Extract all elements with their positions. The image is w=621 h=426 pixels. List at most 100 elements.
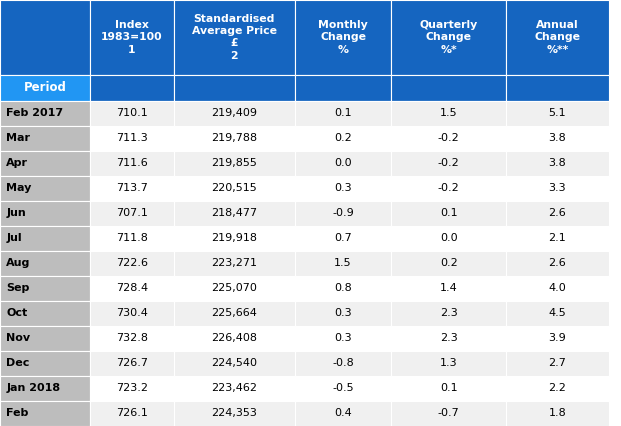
Text: 0.2: 0.2 bbox=[334, 133, 352, 144]
Text: 3.3: 3.3 bbox=[548, 184, 566, 193]
Text: Jun: Jun bbox=[6, 208, 26, 219]
FancyBboxPatch shape bbox=[295, 151, 391, 176]
FancyBboxPatch shape bbox=[506, 201, 609, 226]
FancyBboxPatch shape bbox=[391, 151, 506, 176]
Text: 225,070: 225,070 bbox=[212, 283, 257, 294]
Text: Sep: Sep bbox=[6, 283, 30, 294]
Text: 711.8: 711.8 bbox=[116, 233, 148, 244]
FancyBboxPatch shape bbox=[174, 276, 295, 301]
FancyBboxPatch shape bbox=[391, 351, 506, 376]
Text: 1.8: 1.8 bbox=[548, 409, 566, 418]
Text: 2.7: 2.7 bbox=[548, 359, 566, 368]
FancyBboxPatch shape bbox=[0, 0, 90, 75]
FancyBboxPatch shape bbox=[174, 226, 295, 251]
FancyBboxPatch shape bbox=[391, 101, 506, 126]
FancyBboxPatch shape bbox=[90, 376, 174, 401]
FancyBboxPatch shape bbox=[391, 251, 506, 276]
Text: 4.5: 4.5 bbox=[548, 308, 566, 319]
Text: 726.7: 726.7 bbox=[116, 359, 148, 368]
Text: 0.3: 0.3 bbox=[334, 308, 352, 319]
FancyBboxPatch shape bbox=[174, 101, 295, 126]
Text: Index
1983=100
1: Index 1983=100 1 bbox=[101, 20, 163, 55]
Text: -0.9: -0.9 bbox=[332, 208, 354, 219]
FancyBboxPatch shape bbox=[174, 126, 295, 151]
FancyBboxPatch shape bbox=[295, 401, 391, 426]
Text: Period: Period bbox=[24, 81, 66, 94]
FancyBboxPatch shape bbox=[0, 151, 90, 176]
Text: 2.2: 2.2 bbox=[548, 383, 566, 394]
Text: -0.7: -0.7 bbox=[438, 409, 460, 418]
FancyBboxPatch shape bbox=[0, 401, 90, 426]
Text: May: May bbox=[6, 184, 32, 193]
FancyBboxPatch shape bbox=[295, 301, 391, 326]
Text: -0.2: -0.2 bbox=[438, 133, 460, 144]
Text: -0.2: -0.2 bbox=[438, 184, 460, 193]
FancyBboxPatch shape bbox=[506, 401, 609, 426]
FancyBboxPatch shape bbox=[506, 126, 609, 151]
FancyBboxPatch shape bbox=[90, 326, 174, 351]
FancyBboxPatch shape bbox=[295, 326, 391, 351]
Text: 1.5: 1.5 bbox=[334, 259, 352, 268]
FancyBboxPatch shape bbox=[506, 276, 609, 301]
FancyBboxPatch shape bbox=[506, 151, 609, 176]
Text: 3.9: 3.9 bbox=[548, 334, 566, 343]
FancyBboxPatch shape bbox=[295, 126, 391, 151]
Text: 0.3: 0.3 bbox=[334, 334, 352, 343]
Text: 225,664: 225,664 bbox=[212, 308, 257, 319]
FancyBboxPatch shape bbox=[174, 75, 295, 101]
FancyBboxPatch shape bbox=[391, 0, 506, 75]
FancyBboxPatch shape bbox=[0, 276, 90, 301]
Text: 0.1: 0.1 bbox=[334, 109, 352, 118]
Text: 711.6: 711.6 bbox=[116, 158, 148, 168]
FancyBboxPatch shape bbox=[295, 351, 391, 376]
FancyBboxPatch shape bbox=[90, 0, 174, 75]
FancyBboxPatch shape bbox=[0, 301, 90, 326]
Text: 1.4: 1.4 bbox=[440, 283, 458, 294]
Text: 1.3: 1.3 bbox=[440, 359, 458, 368]
FancyBboxPatch shape bbox=[391, 376, 506, 401]
FancyBboxPatch shape bbox=[295, 276, 391, 301]
FancyBboxPatch shape bbox=[391, 126, 506, 151]
Text: 0.7: 0.7 bbox=[334, 233, 352, 244]
FancyBboxPatch shape bbox=[295, 201, 391, 226]
FancyBboxPatch shape bbox=[174, 351, 295, 376]
Text: 226,408: 226,408 bbox=[211, 334, 258, 343]
Text: 3.8: 3.8 bbox=[548, 158, 566, 168]
Text: -0.8: -0.8 bbox=[332, 359, 354, 368]
Text: 2.1: 2.1 bbox=[548, 233, 566, 244]
Text: Monthly
Change
%: Monthly Change % bbox=[318, 20, 368, 55]
FancyBboxPatch shape bbox=[174, 401, 295, 426]
Text: 2.6: 2.6 bbox=[548, 208, 566, 219]
Text: Annual
Change
%**: Annual Change %** bbox=[534, 20, 581, 55]
Text: 707.1: 707.1 bbox=[116, 208, 148, 219]
Text: 224,353: 224,353 bbox=[212, 409, 257, 418]
FancyBboxPatch shape bbox=[90, 101, 174, 126]
FancyBboxPatch shape bbox=[295, 101, 391, 126]
FancyBboxPatch shape bbox=[295, 176, 391, 201]
Text: 1.5: 1.5 bbox=[440, 109, 458, 118]
Text: 224,540: 224,540 bbox=[211, 359, 258, 368]
FancyBboxPatch shape bbox=[174, 251, 295, 276]
Text: 732.8: 732.8 bbox=[116, 334, 148, 343]
FancyBboxPatch shape bbox=[0, 376, 90, 401]
FancyBboxPatch shape bbox=[295, 75, 391, 101]
Text: 2.6: 2.6 bbox=[548, 259, 566, 268]
FancyBboxPatch shape bbox=[391, 301, 506, 326]
Text: 710.1: 710.1 bbox=[116, 109, 148, 118]
FancyBboxPatch shape bbox=[0, 351, 90, 376]
FancyBboxPatch shape bbox=[391, 401, 506, 426]
FancyBboxPatch shape bbox=[90, 75, 174, 101]
Text: 219,409: 219,409 bbox=[211, 109, 258, 118]
FancyBboxPatch shape bbox=[391, 201, 506, 226]
FancyBboxPatch shape bbox=[0, 326, 90, 351]
FancyBboxPatch shape bbox=[0, 226, 90, 251]
Text: Feb: Feb bbox=[6, 409, 29, 418]
Text: 219,855: 219,855 bbox=[212, 158, 257, 168]
Text: Jan 2018: Jan 2018 bbox=[6, 383, 60, 394]
FancyBboxPatch shape bbox=[90, 126, 174, 151]
FancyBboxPatch shape bbox=[0, 126, 90, 151]
Text: 2.3: 2.3 bbox=[440, 308, 458, 319]
Text: Quarterly
Change
%*: Quarterly Change %* bbox=[420, 20, 478, 55]
Text: Aug: Aug bbox=[6, 259, 30, 268]
Text: 730.4: 730.4 bbox=[116, 308, 148, 319]
